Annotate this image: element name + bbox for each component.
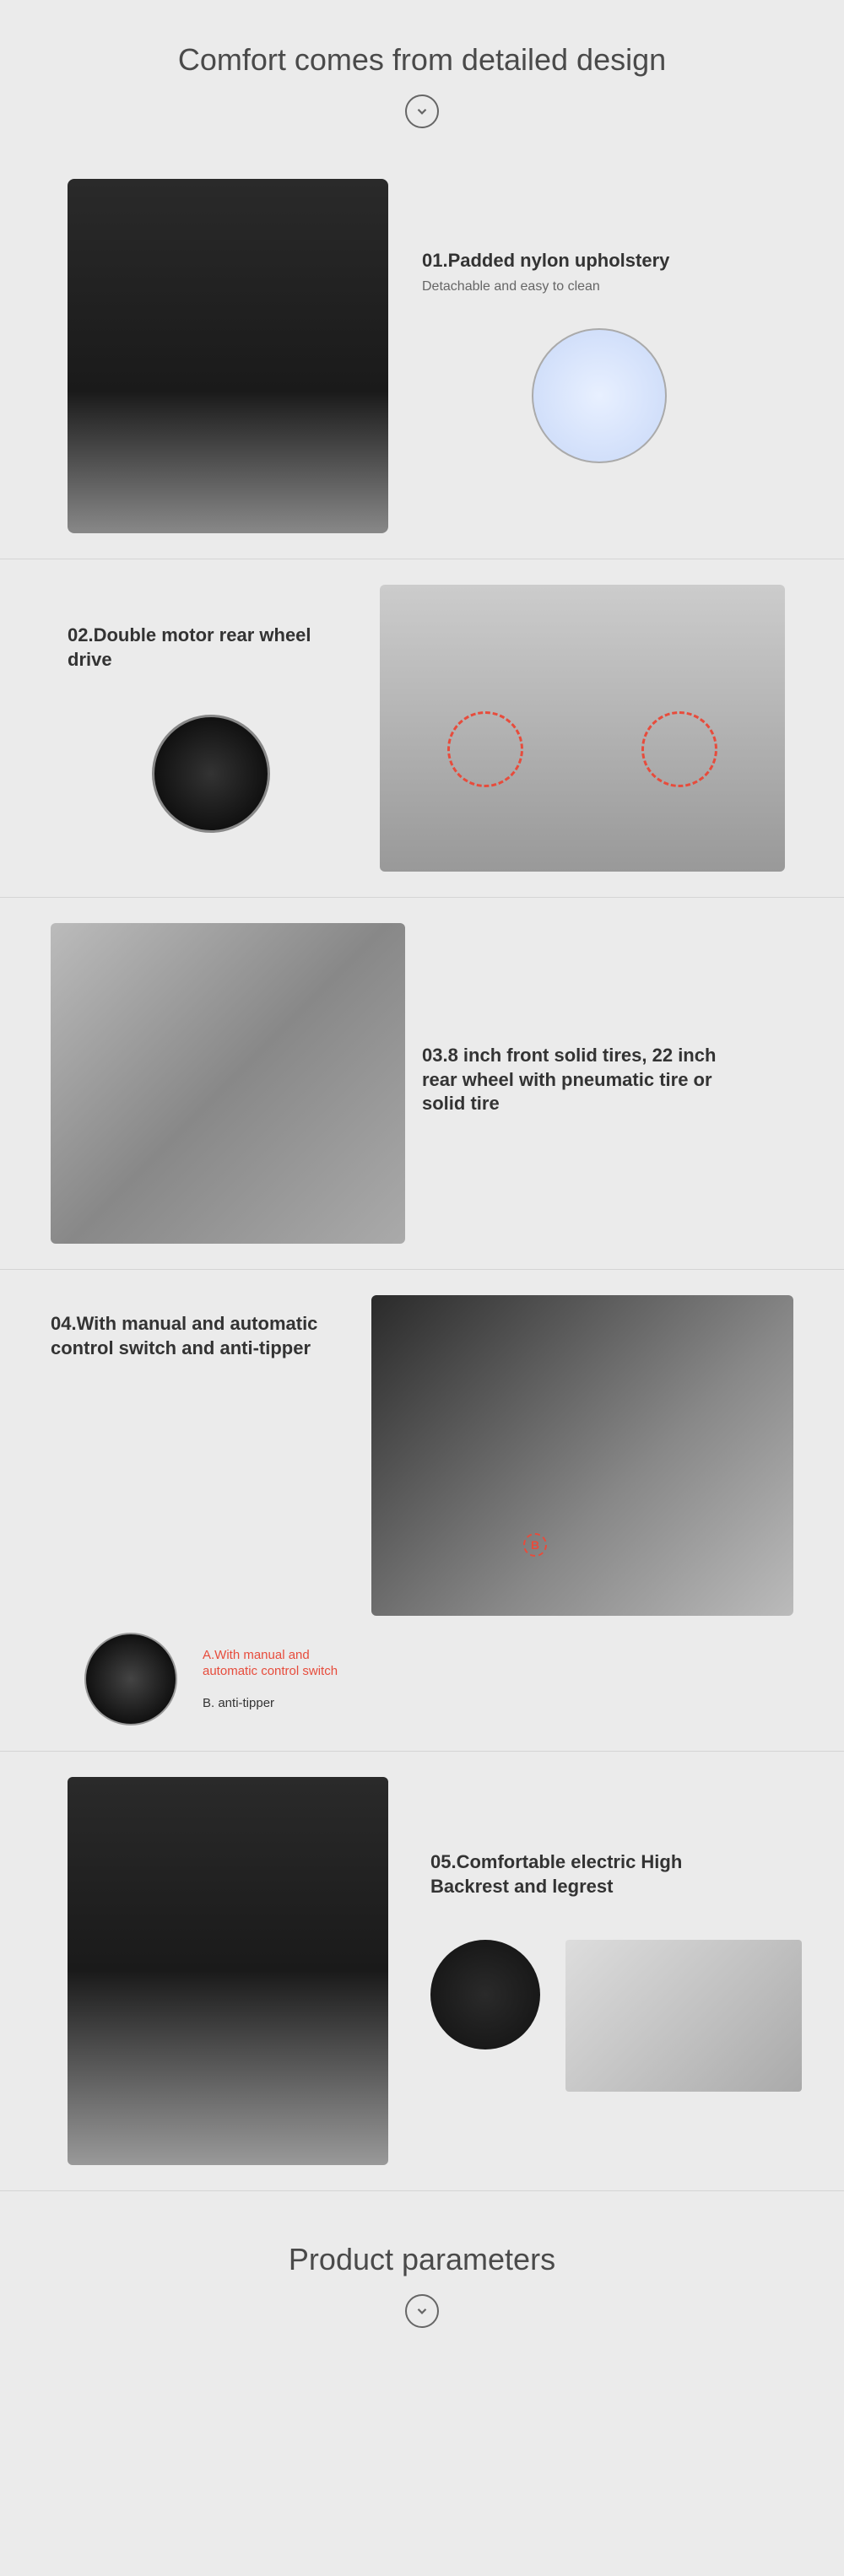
wheelchair-front-image [68, 1777, 388, 2165]
feature-2-title: 02.Double motor rear wheel drive [68, 624, 354, 672]
feature-5-title: 05.Comfortable electric High Backrest an… [430, 1850, 734, 1898]
feature-2-image [371, 585, 793, 872]
feature-section-5: 05.Comfortable electric High Backrest an… [0, 1751, 844, 2190]
remote-control-image [430, 1940, 540, 2049]
feature-1-text: 01.Padded nylon upholstery Detachable an… [405, 249, 793, 464]
feature-2-text: 02.Double motor rear wheel drive [51, 624, 371, 832]
annotation-b-label: B. anti-tipper [203, 1695, 354, 1712]
wheelchair-rear-image [380, 585, 785, 872]
feature-3-text: 03.8 inch front solid tires, 22 inch rea… [405, 1044, 793, 1123]
motor-detail-image [152, 715, 270, 833]
feature-3-image [51, 923, 405, 1244]
feature-section-3: 03.8 inch front solid tires, 22 inch rea… [0, 897, 844, 1269]
feature-1-title: 01.Padded nylon upholstery [422, 249, 776, 273]
motor-highlight-left [447, 711, 523, 787]
feature-1-image [51, 179, 405, 533]
wheelchair-seat-image [68, 179, 388, 533]
feature-3-title: 03.8 inch front solid tires, 22 inch rea… [422, 1044, 726, 1116]
wheelchair-tire-image [51, 923, 405, 1244]
motor-highlight-right [641, 711, 717, 787]
feature-section-4: 04.With manual and automatic control swi… [0, 1269, 844, 1751]
feature-section-1: 01.Padded nylon upholstery Detachable an… [0, 154, 844, 559]
upholstery-layers-icon [532, 328, 667, 463]
wheelchair-reclined-image: B [371, 1295, 793, 1616]
chevron-down-icon [405, 95, 439, 128]
feature-section-2: 02.Double motor rear wheel drive [0, 559, 844, 897]
annotation-a-label: A.With manual and automatic control swit… [203, 1647, 354, 1680]
chevron-down-icon [405, 2294, 439, 2328]
footer-title: Product parameters [0, 2190, 844, 2294]
anti-tipper-detail-image [84, 1633, 177, 1725]
legrest-frame-image [565, 1940, 802, 2092]
page-title: Comfort comes from detailed design [0, 0, 844, 95]
feature-4-title: 04.With manual and automatic control swi… [51, 1312, 321, 1360]
annotation-marker-b: B [523, 1533, 547, 1557]
feature-5-image [51, 1777, 405, 2165]
feature-1-subtitle: Detachable and easy to clean [422, 279, 776, 294]
